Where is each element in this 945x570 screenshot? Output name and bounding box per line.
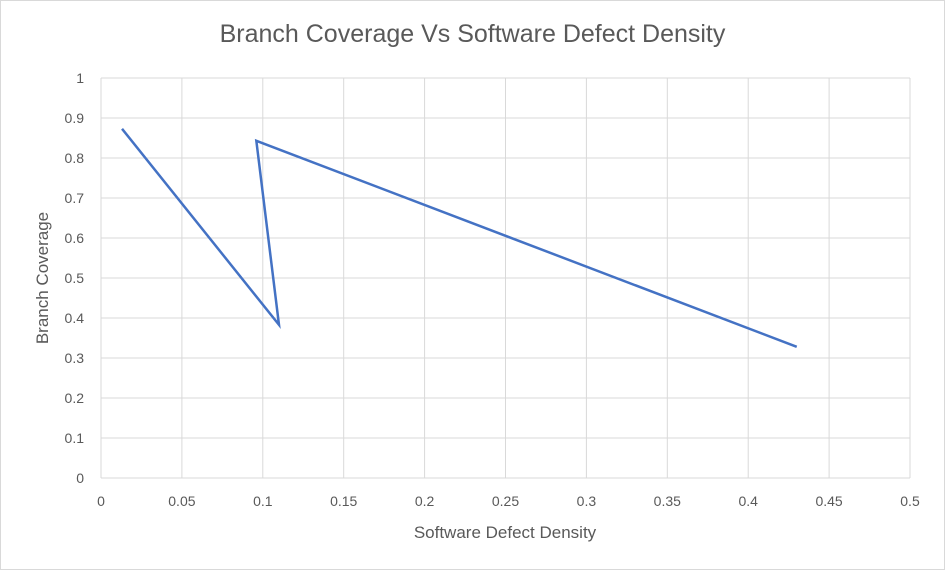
- y-tick-label: 0.4: [65, 310, 85, 326]
- x-tick-label: 0.25: [492, 493, 519, 509]
- x-axis-title: Software Defect Density: [414, 523, 597, 542]
- y-tick-label: 0.9: [65, 110, 85, 126]
- x-tick-label: 0.1: [253, 493, 273, 509]
- y-tick-label: 0.1: [65, 430, 85, 446]
- x-tick-label: 0.15: [330, 493, 357, 509]
- y-tick-label: 0: [76, 470, 84, 486]
- y-tick-label: 0.8: [65, 150, 85, 166]
- y-tick-label: 0.6: [65, 230, 85, 246]
- y-tick-label: 0.5: [65, 270, 85, 286]
- x-tick-label: 0.45: [815, 493, 842, 509]
- series-line: [121, 128, 798, 348]
- y-axis-title: Branch Coverage: [33, 212, 52, 344]
- tick-labels: 0 0.05 0.1 0.15 0.2 0.25 0.3 0.35 0.4 0.45 0.5 0 0.1…: [65, 70, 920, 509]
- y-tick-label: 1: [76, 70, 84, 86]
- x-tick-label: 0.2: [415, 493, 435, 509]
- y-tick-label: 0.3: [65, 350, 85, 366]
- x-tick-label: 0.05: [168, 493, 195, 509]
- x-tick-label: 0.4: [738, 493, 758, 509]
- x-tick-label: 0: [97, 493, 105, 509]
- x-tick-label: 0.35: [654, 493, 681, 509]
- x-tick-label: 0.3: [577, 493, 597, 509]
- y-tick-label: 0.2: [65, 390, 85, 406]
- series-layer: [121, 128, 798, 348]
- y-tick-label: 0.7: [65, 190, 85, 206]
- gridlines: [100, 77, 911, 479]
- x-tick-label: 0.5: [900, 493, 920, 509]
- chart-title: Branch Coverage Vs Software Defect Densi…: [219, 20, 726, 48]
